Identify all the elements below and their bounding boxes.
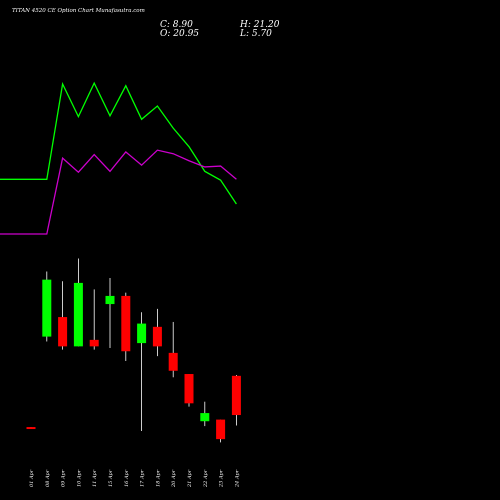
- x-tick-label: 11 Apr: [92, 469, 98, 487]
- x-tick-label: 21 Apr: [187, 469, 193, 488]
- candle-body: [152, 326, 162, 347]
- x-tick-label: 23 Apr: [219, 469, 225, 488]
- magenta-indicator-line: [0, 149, 237, 235]
- candle-body: [73, 282, 83, 347]
- candle-body: [200, 413, 210, 422]
- x-tick-label: 10 Apr: [76, 469, 82, 487]
- x-tick-label: 16 Apr: [124, 469, 130, 487]
- x-tick-label: 18 Apr: [155, 469, 161, 487]
- x-tick-label: 09 Apr: [61, 469, 67, 487]
- candle-body: [184, 374, 194, 404]
- chart-title: TITAN 4520 CE Option Chart Munafasutra.c…: [12, 8, 145, 14]
- open-value: O: 20.95: [160, 29, 200, 39]
- x-tick-label: 24 Apr: [234, 469, 240, 488]
- x-tick-label: 15 Apr: [108, 469, 114, 487]
- candle-body: [42, 279, 52, 337]
- indicator-lines: [0, 81, 237, 235]
- low-value: L: 5.70: [240, 29, 272, 39]
- x-tick-label: 08 Apr: [45, 469, 51, 487]
- candles: [26, 258, 241, 443]
- candle-body: [26, 427, 36, 430]
- x-axis-ticks: 01 Apr 08 Apr 09 Apr 10 Apr 11 Apr 15 Apr 16 A…: [29, 469, 240, 488]
- candle-body: [89, 339, 99, 347]
- close-value: C: 8.90: [160, 20, 193, 30]
- candle-body: [121, 295, 131, 352]
- x-tick-label: 17 Apr: [140, 469, 146, 487]
- candle-body: [105, 295, 115, 305]
- candle-body: [58, 317, 68, 347]
- candle-body: [168, 352, 178, 371]
- x-tick-label: 20 Apr: [171, 469, 177, 488]
- green-indicator-line: [0, 81, 237, 205]
- candle-body: [231, 375, 241, 416]
- candle-body: [216, 419, 226, 440]
- x-tick-label: 22 Apr: [203, 469, 209, 488]
- candle-body: [137, 323, 147, 344]
- x-tick-label: 01 Apr: [29, 469, 35, 487]
- high-value: H: 21.20: [240, 20, 280, 30]
